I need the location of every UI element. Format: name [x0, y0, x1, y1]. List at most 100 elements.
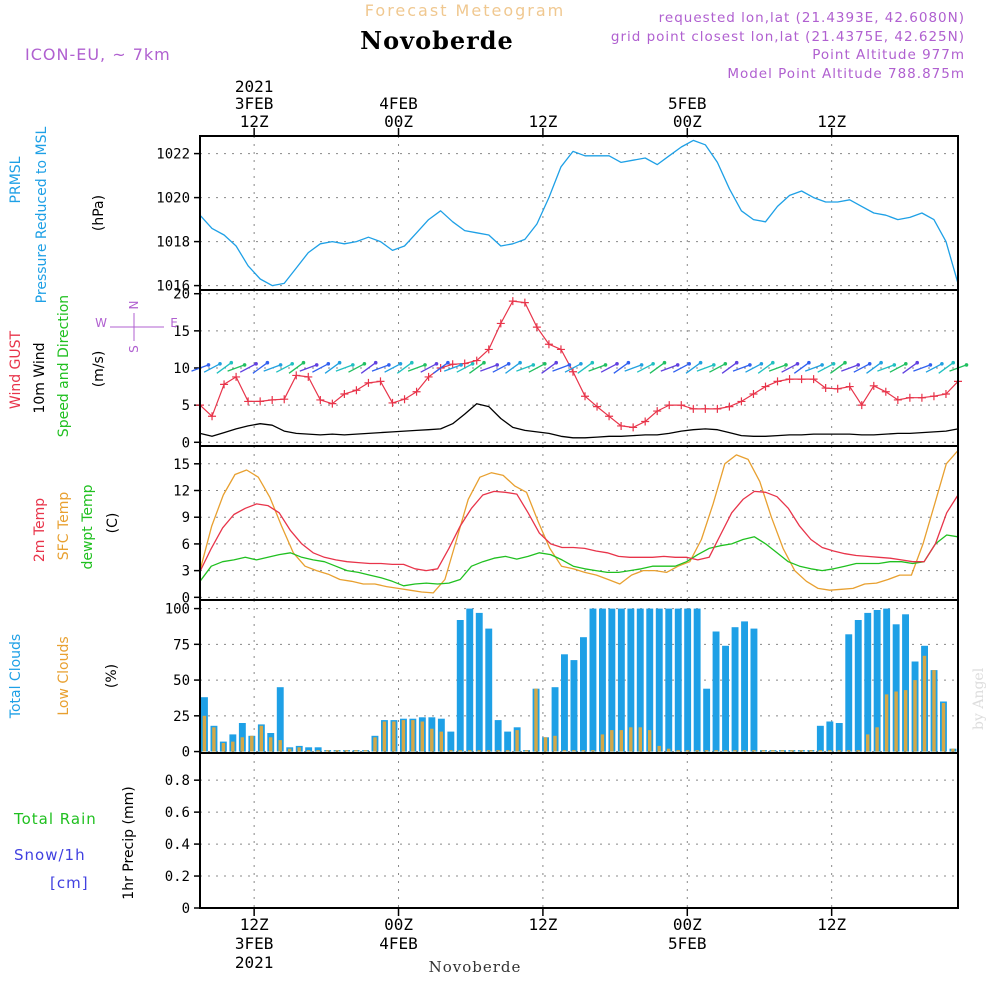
clouds-ytick-label: 75	[173, 637, 190, 653]
compass-east: E	[170, 316, 178, 330]
low-cloud-bar	[250, 735, 254, 752]
pressure-ytick-label: 1020	[156, 191, 190, 207]
gust-point	[244, 397, 253, 406]
low-cloud-bar	[505, 750, 510, 752]
wind-direction-arrow	[469, 362, 485, 374]
temp-dewpt-line	[199, 534, 959, 587]
wind-arrow-head	[820, 363, 824, 367]
wind-arrow-head	[915, 360, 919, 365]
clouds-ytick-label: 100	[165, 602, 190, 618]
gust-point	[809, 375, 818, 384]
wind-direction-arrow	[324, 362, 340, 374]
wind-arrow-head	[495, 363, 500, 367]
clouds-label-total: Total Clouds	[8, 634, 24, 719]
low-cloud-bar	[799, 750, 803, 752]
wind-direction-arrow	[866, 362, 882, 374]
wind-arrow-head	[615, 362, 619, 366]
top-time-label: 00Z	[384, 112, 413, 131]
low-cloud-bar	[714, 750, 718, 752]
precip-label-snow: Snow/1h	[14, 846, 86, 864]
location-title: Novoberde	[360, 26, 514, 55]
low-cloud-bar	[562, 750, 567, 752]
low-cloud-bar	[401, 720, 406, 752]
low-cloud-bar	[941, 703, 946, 752]
wind-direction-arrow	[384, 363, 401, 373]
gust-point	[256, 397, 265, 406]
wind-direction-arrow	[263, 364, 281, 372]
wind-arrow-head	[867, 362, 872, 366]
wind-direction-arrow	[830, 362, 846, 374]
wind-arrow-head	[698, 360, 703, 365]
wind-arrow-head	[242, 363, 247, 367]
low-cloud-bar	[297, 747, 301, 752]
wind-direction-arrow	[371, 364, 390, 372]
wind-arrow-head	[639, 363, 644, 367]
bottom-time-label: 12Z	[528, 915, 557, 934]
gust-point	[761, 382, 770, 391]
low-cloud-bar	[335, 750, 339, 752]
gust-point	[665, 401, 674, 410]
wind-arrow-head	[470, 362, 475, 366]
gust-point	[677, 401, 686, 410]
low-cloud-bar	[515, 730, 519, 752]
gust-point	[508, 297, 517, 306]
wind-ytick-label: 5	[182, 398, 190, 414]
wind-direction-arrow	[216, 362, 232, 374]
total-cloud-bar	[504, 731, 512, 752]
gust-point	[653, 407, 662, 416]
gust-point	[821, 384, 830, 393]
wind-label-10m: 10m Wind	[32, 342, 48, 413]
low-cloud-bar	[903, 690, 908, 752]
total-cloud-bar	[854, 620, 862, 752]
wind-direction-arrow	[600, 363, 618, 373]
gust-point	[208, 412, 217, 421]
wind-arrow-head	[723, 362, 728, 366]
wind-arrow-head	[410, 360, 414, 365]
wind-arrow-head	[892, 363, 897, 367]
total-cloud-bar	[741, 621, 748, 752]
compass-south: S	[127, 345, 141, 353]
wind-arrow-head	[831, 362, 836, 366]
total-cloud-bar	[305, 747, 313, 752]
low-cloud-bar	[316, 750, 320, 752]
wind-direction-arrow	[781, 363, 798, 373]
low-cloud-bar	[695, 750, 699, 752]
clouds-ytick-label: 25	[173, 709, 190, 725]
wind-arrow-head	[278, 363, 283, 367]
top-year-label: 2021	[235, 77, 274, 96]
wind-arrow-head	[771, 360, 775, 365]
top-time-label: 12Z	[817, 112, 846, 131]
wind-arrow-head	[567, 363, 572, 367]
low-cloud-bar	[884, 694, 889, 752]
pressure-label-unit: (hPa)	[91, 195, 107, 231]
wind-direction-arrow	[335, 364, 354, 372]
gust-point	[797, 375, 806, 384]
wind-direction-arrow	[492, 363, 510, 373]
wind-direction-arrow	[564, 363, 582, 373]
gust-point	[605, 412, 614, 421]
wind-ytick-label: 0	[182, 435, 190, 451]
low-cloud-bar	[629, 727, 633, 752]
gust-point	[917, 393, 926, 402]
temp-label-unit: (C)	[105, 513, 121, 534]
total-cloud-bar	[485, 628, 493, 752]
gust-line	[199, 300, 959, 428]
low-cloud-bar	[733, 750, 737, 752]
clouds-frame	[199, 599, 959, 754]
gust-point	[737, 397, 746, 406]
low-cloud-bar	[221, 743, 226, 752]
temp-label-sfc: SFC Temp	[56, 492, 72, 561]
low-cloud-bar	[477, 750, 481, 752]
pressure-ytick-label: 1018	[156, 235, 190, 251]
total-cloud-bar	[892, 624, 900, 752]
wind-arrow-head	[326, 362, 331, 366]
low-cloud-bar	[373, 737, 377, 752]
wind-arrow-head	[951, 360, 955, 365]
gust-point	[905, 393, 914, 402]
low-cloud-bar	[496, 750, 500, 752]
total-cloud-bar	[883, 608, 891, 752]
wind-direction-arrow	[516, 364, 534, 372]
total-cloud-bar	[722, 645, 729, 752]
wind-direction-arrow	[804, 364, 823, 372]
